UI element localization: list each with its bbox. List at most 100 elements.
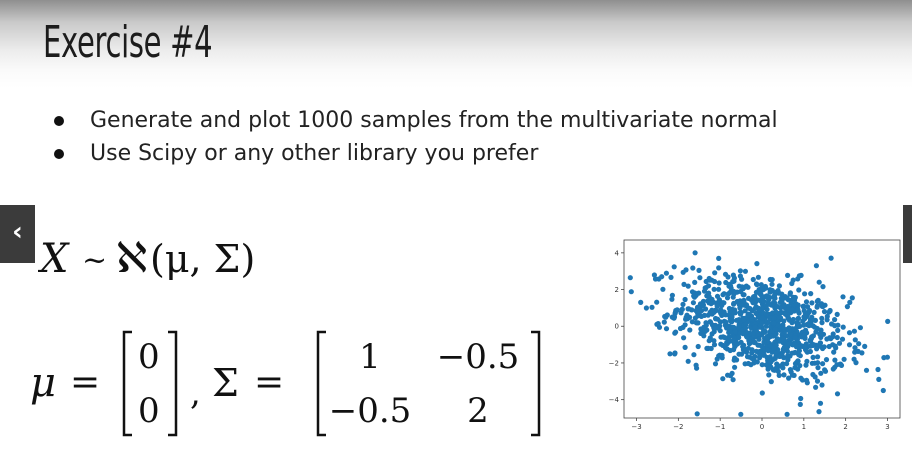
scatter-point — [791, 372, 797, 378]
scatter-point — [807, 317, 814, 323]
scatter-point — [820, 361, 826, 367]
scatter-point — [840, 324, 846, 330]
scatter-point — [844, 304, 850, 310]
scatter-point — [764, 334, 770, 340]
scatter-point — [790, 316, 796, 323]
scatter-point — [717, 328, 723, 334]
distribution-formula: X ~ ℵ (μ, Σ) — [38, 233, 255, 282]
scatter-point — [757, 353, 763, 359]
points-layer — [627, 250, 891, 417]
scatter-point — [773, 365, 779, 371]
scatter-point — [771, 299, 777, 305]
scatter-point — [711, 278, 718, 285]
bullet-item: Use Scipy or any other library you prefe… — [52, 137, 778, 170]
scatter-point — [754, 261, 760, 267]
scatter-point — [768, 379, 774, 385]
scatter-point — [711, 338, 717, 344]
scatter-point — [680, 301, 686, 307]
scatter-point — [786, 328, 792, 334]
scatter-point — [727, 327, 733, 333]
scatter-point — [678, 310, 684, 316]
scatter-point — [716, 280, 722, 286]
sigma-left-bracket — [316, 330, 326, 437]
formula-args: (μ, Σ) — [150, 237, 255, 281]
scatter-chart: −3 −2 −1 0 1 2 3 4 2 0 −2 −4 — [588, 236, 908, 436]
scatter-point — [659, 274, 665, 280]
scatter-point — [812, 374, 818, 380]
mu-left-bracket — [122, 330, 132, 437]
scatter-point — [786, 341, 792, 347]
scatter-point — [751, 360, 757, 366]
scatter-point — [785, 297, 791, 303]
scatter-point — [752, 305, 758, 311]
scatter-point — [774, 361, 780, 367]
scatter-point — [638, 299, 644, 305]
scatter-point — [755, 274, 761, 280]
scatter-point — [731, 335, 737, 341]
scatter-point — [815, 365, 821, 371]
scatter-point — [818, 331, 824, 337]
scatter-point — [787, 290, 793, 296]
scatter-point — [802, 343, 808, 350]
scatter-point — [818, 370, 824, 376]
scatter-point — [857, 325, 863, 331]
scatter-point — [846, 342, 853, 348]
scatter-point — [771, 345, 777, 351]
next-slide-button[interactable] — [903, 205, 912, 263]
scatter-point — [705, 298, 711, 304]
scatter-point — [725, 274, 731, 280]
scatter-point — [768, 333, 774, 339]
scatter-point — [776, 314, 783, 320]
scatter-point — [785, 353, 791, 359]
scatter-point — [732, 364, 738, 370]
x-tick-label: 3 — [885, 423, 889, 431]
scatter-point — [730, 294, 736, 300]
scatter-point — [840, 294, 846, 300]
scatter-point — [711, 286, 717, 292]
scatter-point — [696, 290, 702, 296]
x-tick-label: −2 — [673, 423, 683, 431]
scatter-point — [852, 337, 858, 343]
scatter-point — [856, 341, 862, 347]
scatter-point — [700, 302, 706, 308]
scatter-point — [755, 342, 761, 348]
scatter-point — [749, 350, 755, 356]
scatter-point — [841, 356, 847, 362]
scatter-point — [643, 305, 649, 311]
scatter-point — [752, 324, 758, 330]
scatter-point — [784, 361, 790, 367]
scatter-point — [769, 287, 775, 294]
scatter-point — [816, 409, 822, 415]
scatter-point — [741, 342, 747, 348]
scatter-point — [681, 335, 687, 341]
scatter-point — [694, 320, 700, 326]
scatter-point — [649, 304, 655, 310]
scatter-point — [738, 288, 744, 295]
scatter-point — [731, 339, 737, 345]
scatter-point — [765, 299, 771, 305]
scatter-point — [692, 250, 698, 256]
scatter-point — [651, 272, 657, 278]
scatter-point — [731, 290, 737, 296]
slide-title: Exercise #4 — [43, 17, 213, 68]
scatter-point — [786, 375, 792, 381]
scatter-point — [738, 411, 744, 417]
scatter-point — [759, 390, 765, 396]
scatter-point — [718, 353, 725, 359]
scatter-point — [711, 329, 717, 335]
scatter-point — [759, 320, 765, 326]
scatter-point — [796, 287, 802, 293]
scatter-point — [725, 372, 731, 378]
scatter-point — [836, 340, 843, 346]
scatter-point — [863, 367, 870, 373]
scatter-point — [813, 263, 819, 269]
scatter-point — [732, 329, 738, 335]
scatter-point — [703, 322, 709, 328]
bullet-list: Generate and plot 1000 samples from the … — [52, 104, 778, 170]
mu-vector-entry: 0 — [138, 391, 160, 431]
slide-header — [0, 0, 912, 88]
scatter-point — [807, 343, 814, 349]
previous-slide-button[interactable]: ‹ — [0, 205, 35, 263]
scatter-point — [785, 272, 791, 278]
scatter-point — [785, 357, 791, 363]
